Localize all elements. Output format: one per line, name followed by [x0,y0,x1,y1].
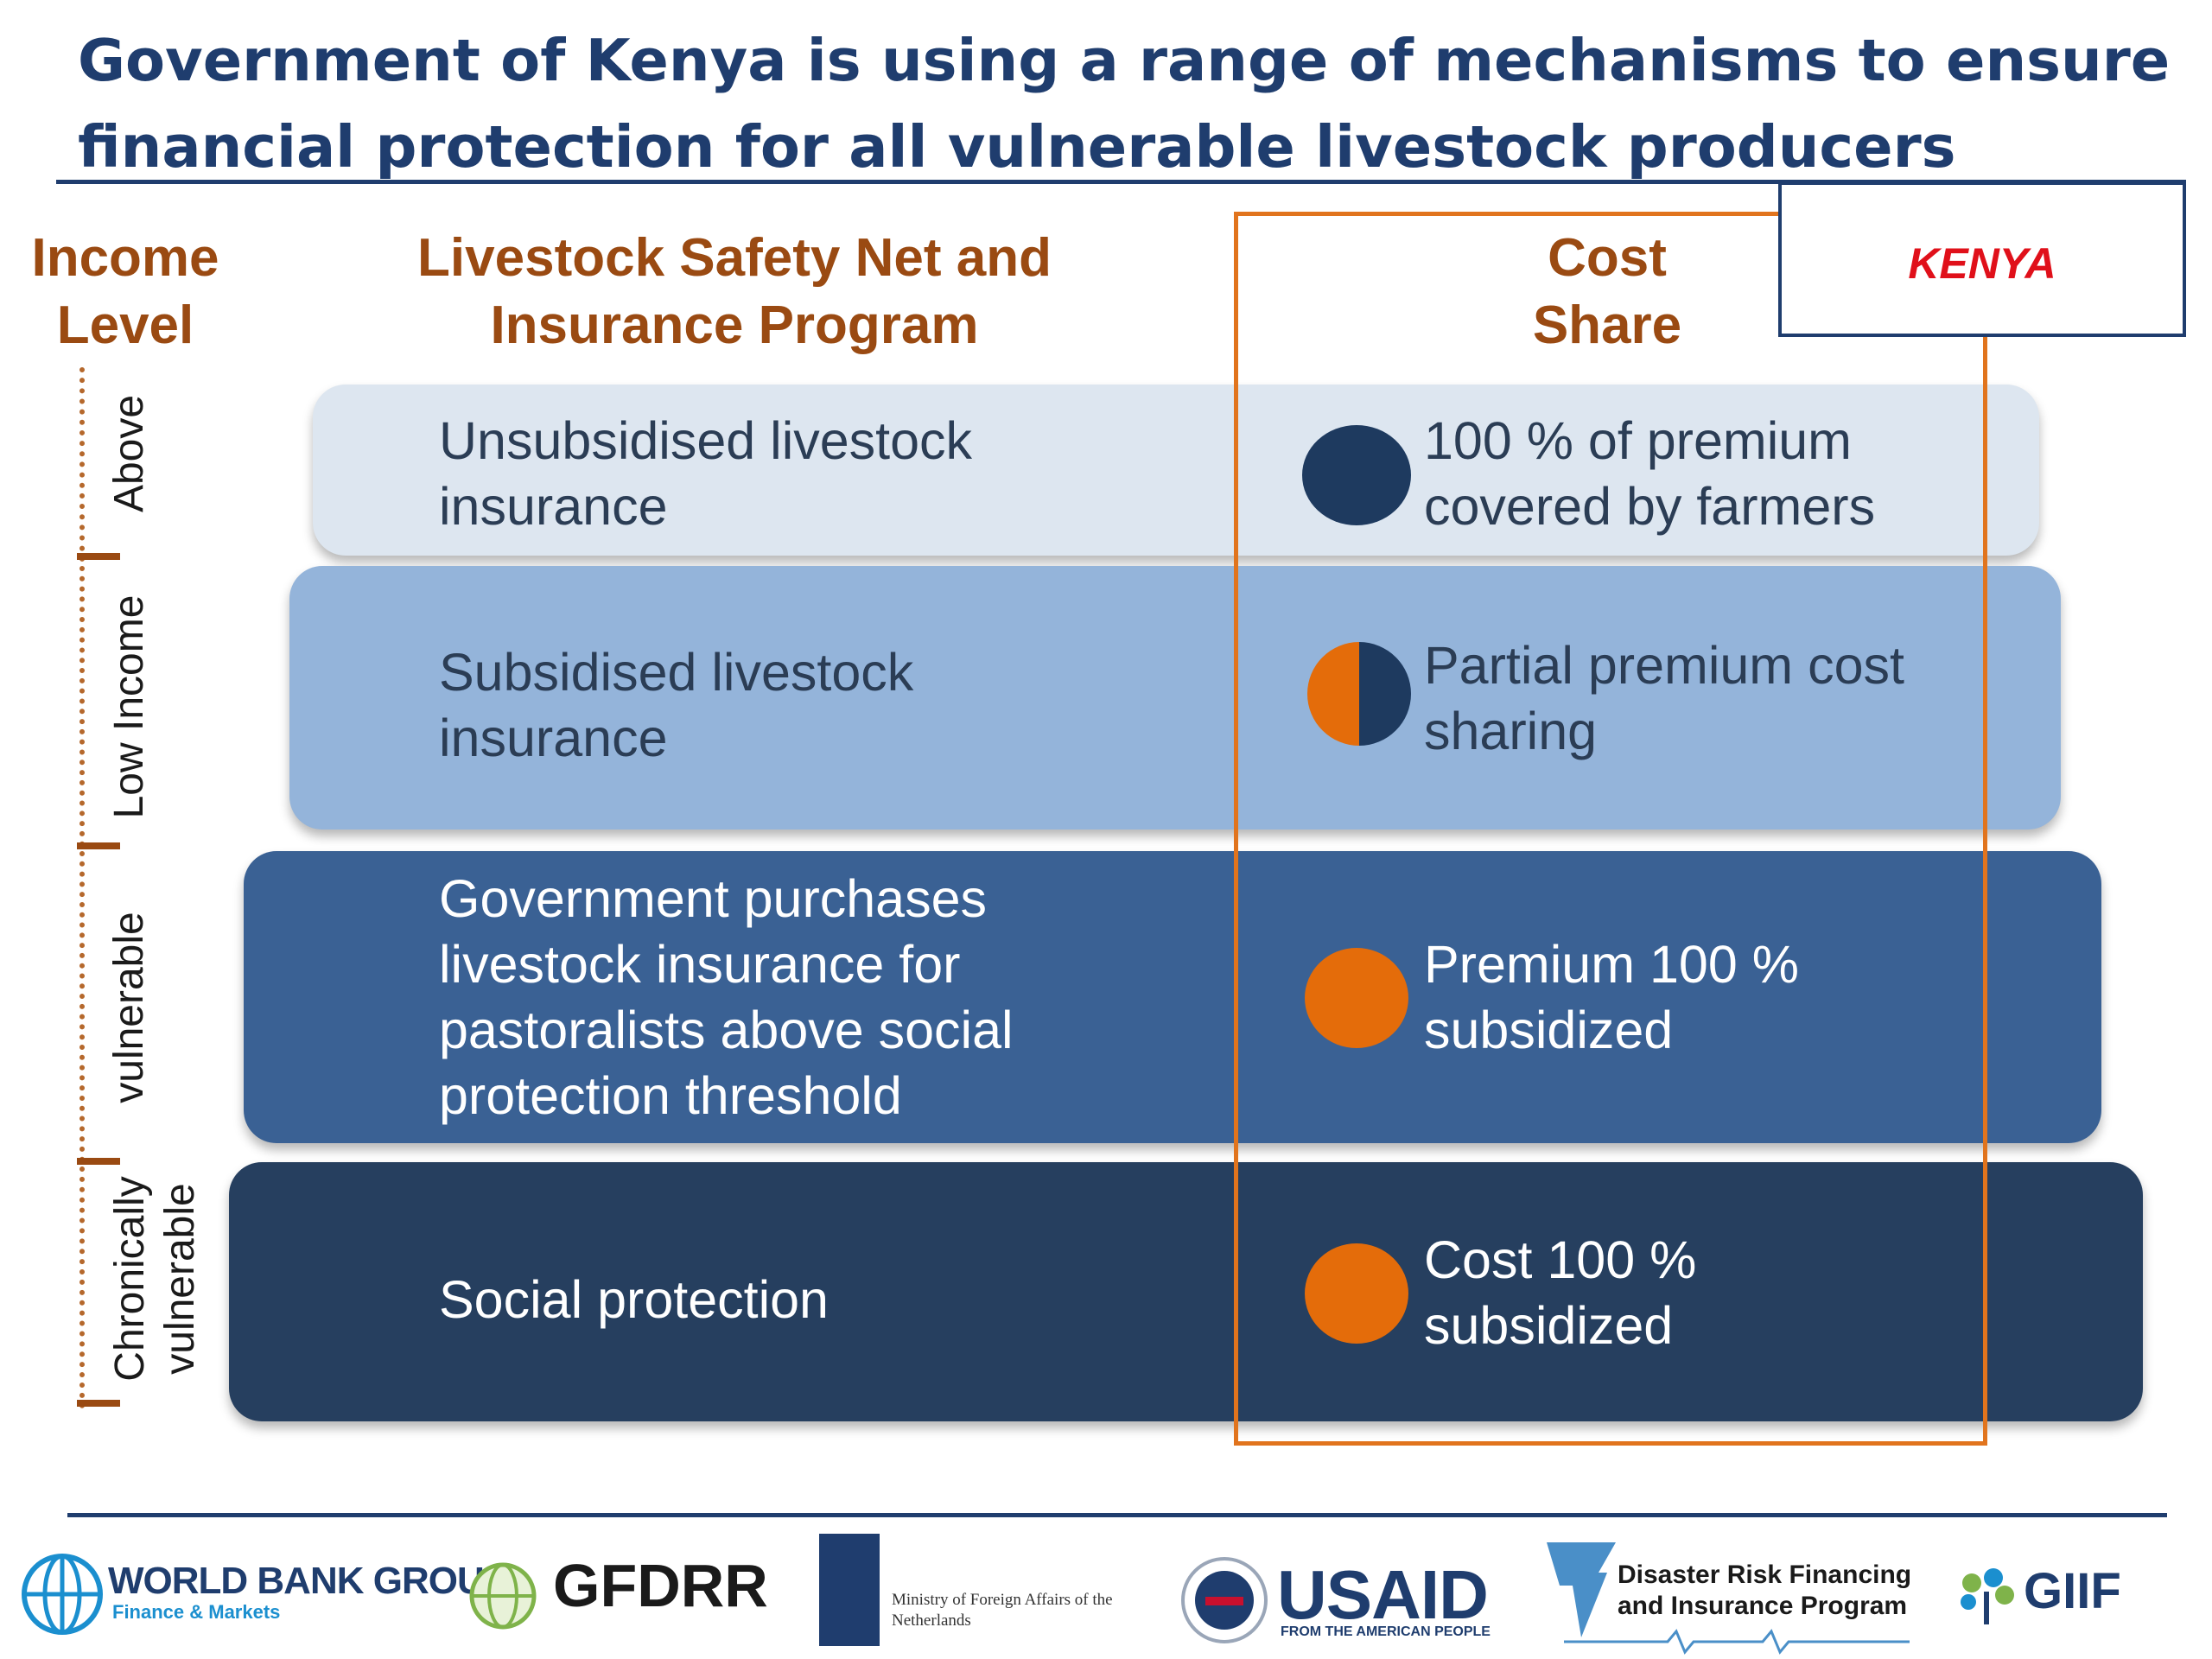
income-axis-tick [77,1158,120,1165]
title-divider [56,180,2186,184]
income-level-low-income: Low Income [106,594,152,819]
tier-social-protection [229,1162,2143,1421]
income-level-vulnerable: vulnerable [106,912,152,1103]
cost-header-line-2: Share [1532,296,1682,355]
netherlands-ministry-logo: Ministry of Foreign Affairs of the Nethe… [892,1590,1113,1631]
income-axis-tick [77,1400,120,1407]
tier-4-program: Social protection [439,1267,829,1332]
tier-2-program-line-2: insurance [439,709,668,767]
half-orange-half-navy-circle-icon [1307,642,1411,746]
page-title: Government of Kenya is using a range of … [78,17,2171,190]
tier-2-program: Subsidised livestock insurance [439,639,913,771]
tier-2-cost: Partial premium cost sharing [1424,632,1904,764]
world-bank-group-logo: WORLD BANK GROUP [108,1560,509,1602]
tier-subsidised [289,566,2061,830]
drfip-logo: Disaster Risk Financing and Insurance Pr… [1618,1560,1911,1622]
tier-unsubsidised [313,385,2039,556]
country-tag-label: KENYA [1908,239,2056,288]
tier-3-program-line-1: Government purchases [439,869,988,928]
world-bank-subtext: Finance & Markets [112,1601,281,1623]
tier-1-program: Unsubsidised livestock insurance [439,408,972,539]
income-axis-segment-2 [79,566,85,847]
title-line-1: Government of Kenya is using a range of … [78,27,2171,94]
chronically-line-1: Chronically [107,1176,153,1382]
tier-1-cost: 100 % of premium covered by farmers [1424,408,1875,539]
drfip-line-1: Disaster Risk Financing [1618,1560,1912,1589]
tier-3-cost: Premium 100 % subsidized [1424,931,1799,1063]
full-navy-circle-icon [1302,425,1411,525]
usaid-subtext: FROM THE AMERICAN PEOPLE [1281,1624,1491,1639]
tier-1-program-line-1: Unsubsidised livestock [439,411,973,470]
netherlands-ribbon-icon [819,1534,880,1646]
drfip-line-2: and Insurance Program [1618,1592,1908,1620]
tier-3-cost-line-2: subsidized [1424,1001,1674,1059]
income-level-chronically-vulnerable: Chronically vulnerable [105,1176,206,1381]
tier-1-cost-line-1: 100 % of premium [1424,411,1852,470]
income-axis-segment-1 [79,367,85,562]
ministry-line-1: Ministry of Foreign Affairs of the [892,1591,1113,1609]
tier-2-cost-line-1: Partial premium cost [1424,636,1904,695]
tier-government-purchase [244,851,2101,1143]
ministry-line-2: Netherlands [892,1611,971,1630]
tier-4-cost: Cost 100 % subsidized [1424,1227,1696,1358]
country-tag-box: KENYA [1778,181,2186,337]
usaid-logo: USAID [1277,1556,1489,1633]
income-axis-segment-4 [79,1166,85,1408]
income-axis-tick [77,842,120,849]
tier-3-cost-line-1: Premium 100 % [1424,935,1799,994]
program-header-line-1: Livestock Safety Net and [417,228,1052,288]
world-bank-globe-icon [22,1554,103,1635]
income-level-header: Income Level [17,225,233,359]
full-orange-circle-icon [1305,1243,1408,1344]
tier-2-cost-line-2: sharing [1424,702,1598,760]
cost-share-header: Cost Share [1486,225,1728,359]
income-axis-tick [77,553,120,560]
tier-1-cost-line-2: covered by farmers [1424,477,1876,536]
giif-logo: GIIF [2024,1563,2121,1619]
heartbeat-line-icon [1564,1629,1910,1655]
tornado-icon [1547,1542,1616,1637]
gfdrr-logo: GFDRR [553,1552,768,1619]
income-header-line-2: Level [56,296,194,355]
tier-4-cost-line-1: Cost 100 % [1424,1230,1697,1289]
cost-share-highlight-frame [1234,212,1987,1446]
title-line-2: financial protection for all vulnerable … [78,113,1956,181]
tier-2-program-line-1: Subsidised livestock [439,643,914,702]
gfdrr-globe-icon [469,1562,537,1630]
tier-4-cost-line-2: subsidized [1424,1296,1674,1355]
tier-3-program: Government purchases livestock insurance… [439,866,1014,1128]
cost-header-line-1: Cost [1548,228,1667,288]
tier-1-program-line-2: insurance [439,477,668,536]
giif-tree-icon [1961,1568,2014,1624]
income-axis-segment-3 [79,851,85,1162]
income-header-line-1: Income [31,228,219,288]
program-header: Livestock Safety Net and Insurance Progr… [389,225,1080,359]
footer-divider [67,1513,2167,1517]
chronically-line-2: vulnerable [157,1183,203,1375]
program-header-line-2: Insurance Program [490,296,979,355]
tier-3-program-line-2: livestock insurance for [439,935,961,994]
tier-4-program-line-1: Social protection [439,1270,829,1329]
usaid-seal-icon [1181,1557,1268,1643]
full-orange-circle-icon [1305,948,1408,1048]
tier-3-program-line-3: pastoralists above social [439,1001,1014,1059]
income-level-above: Above [106,394,152,513]
tier-3-program-line-4: protection threshold [439,1066,902,1125]
